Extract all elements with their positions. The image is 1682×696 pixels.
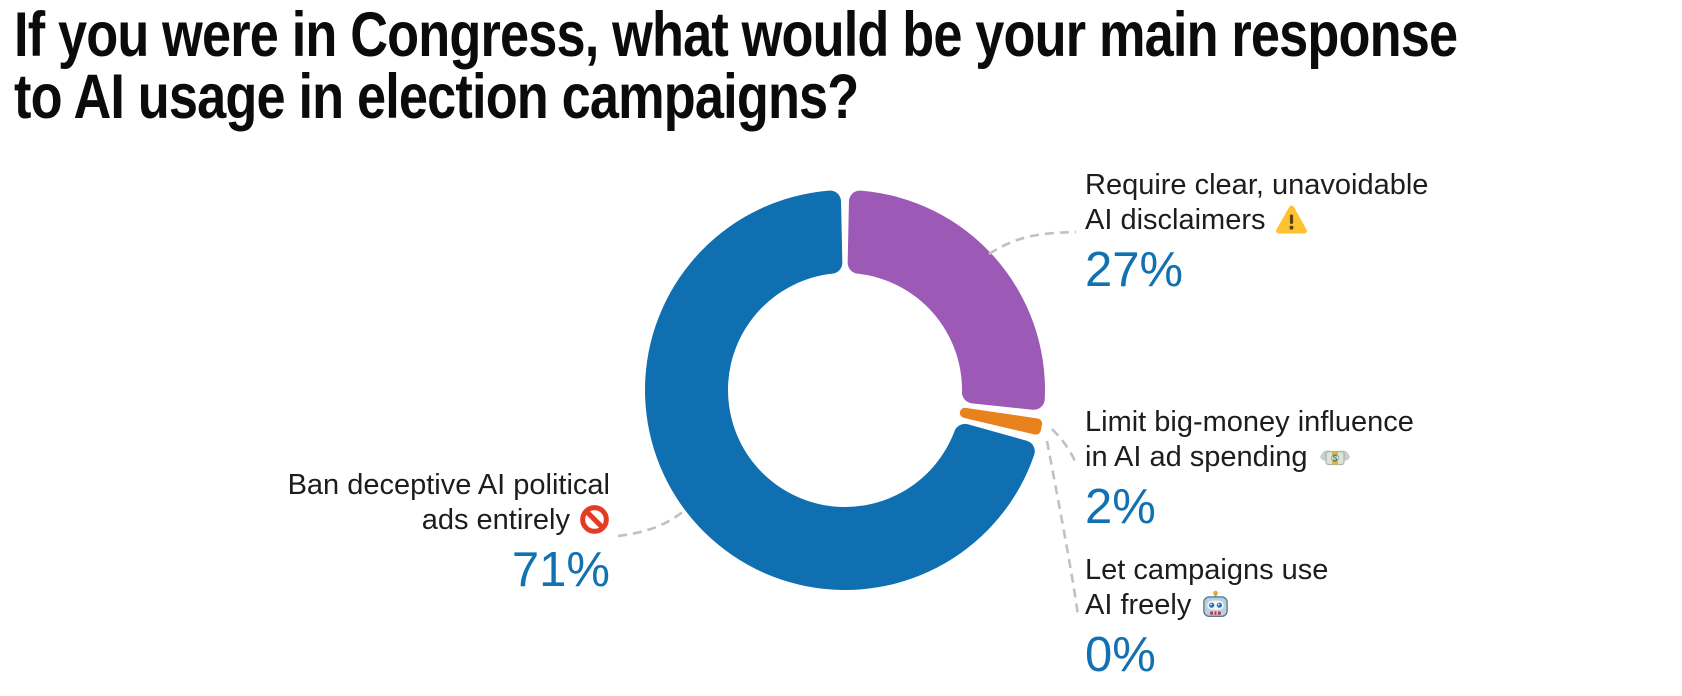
leader-to-ai-freely <box>1045 440 1080 616</box>
annotation-text: Require clear, unavoidable <box>1085 169 1429 201</box>
annotation-percent: 2% <box>1085 480 1156 534</box>
annotation-percent: 71% <box>511 543 610 597</box>
money-wings-icon: $ <box>1317 444 1353 472</box>
annotation-percent: 27% <box>1085 243 1184 297</box>
warning-icon <box>1275 205 1308 235</box>
chart-title: If you were in Congress, what would be y… <box>14 0 1458 132</box>
donut-slice-require-clear-unavoidable-ai-disclaimers <box>847 190 1045 410</box>
leader-to-ban-ads <box>617 509 685 538</box>
annotation-ban-ads: Ban deceptive AI political ads entirely … <box>160 468 610 596</box>
donut-slices <box>645 190 1045 591</box>
prohibited-icon <box>579 504 610 535</box>
annotation-text: Limit big-money influence <box>1085 406 1414 438</box>
leader-to-disclaimers <box>988 230 1077 256</box>
annotation-text: Ban deceptive AI political <box>287 469 610 501</box>
annotation-line: Let campaigns use <box>1085 553 1328 588</box>
annotation-line: AI disclaimers <box>1085 203 1428 238</box>
annotation-text: in AI ad spending <box>1085 441 1308 473</box>
chart-title-line1: If you were in Congress, what would be y… <box>14 0 1458 70</box>
annotation-line: Ban deceptive AI political <box>160 468 610 503</box>
annotation-line: Require clear, unavoidable <box>1085 168 1428 203</box>
annotation-text: Let campaigns use <box>1085 554 1329 586</box>
annotation-big-money: Limit big-money influence in AI ad spend… <box>1085 405 1414 533</box>
annotation-line: Limit big-money influence <box>1085 405 1414 440</box>
robot-icon <box>1200 589 1231 620</box>
leader-lines <box>617 230 1080 616</box>
svg-text:$: $ <box>1332 454 1337 463</box>
annotation-ai-freely: Let campaigns use AI freely 0% <box>1085 553 1328 681</box>
annotation-percent: 0% <box>1085 628 1156 682</box>
leader-to-big-money <box>1051 428 1079 467</box>
annotation-line: ads entirely <box>160 503 610 538</box>
annotation-text: AI freely <box>1085 589 1192 621</box>
annotation-line: AI freely <box>1085 588 1328 623</box>
annotation-text: ads entirely <box>421 504 570 536</box>
donut-slice-limit-big-money-influence-in-ai-ad-spending <box>959 407 1043 435</box>
donut-slice-ban-deceptive-ai-political-ads-entirely <box>645 190 1035 591</box>
annotation-line: in AI ad spending $ <box>1085 440 1414 475</box>
chart-title-line2: to AI usage in election campaigns? <box>14 62 859 132</box>
annotation-text: AI disclaimers <box>1085 204 1266 236</box>
annotation-ai-disclaimers: Require clear, unavoidable AI disclaimer… <box>1085 168 1428 296</box>
